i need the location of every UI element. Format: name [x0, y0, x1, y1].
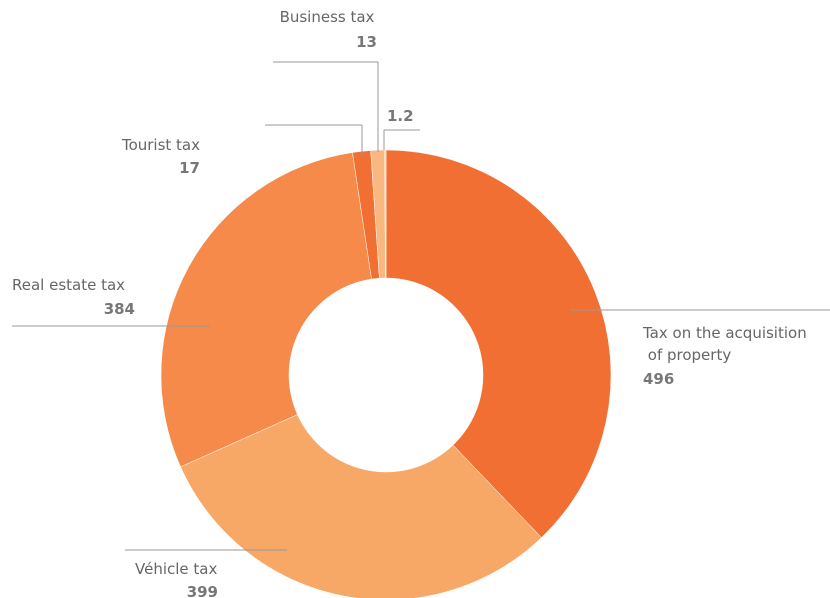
slice [385, 149, 612, 538]
slice-label: Real estate tax [12, 276, 125, 294]
value-label: 384 [104, 300, 135, 318]
label-line: of property [643, 346, 731, 364]
slice-label: Business tax [280, 8, 375, 26]
slice [160, 152, 372, 468]
label-line: Tax on the acquisition [642, 324, 807, 342]
value-label: 399 [187, 583, 218, 598]
slice-label: Tourist tax [121, 136, 200, 154]
slice [384, 149, 387, 279]
slice-label: Véhicle tax [135, 560, 217, 578]
slice-label: Tax on the acquisition of property [642, 324, 807, 364]
value-label: 1.2 [387, 107, 414, 125]
value-label: 13 [356, 33, 377, 51]
value-label: 17 [179, 159, 200, 177]
slice [180, 414, 542, 598]
value-label: 496 [643, 370, 674, 388]
